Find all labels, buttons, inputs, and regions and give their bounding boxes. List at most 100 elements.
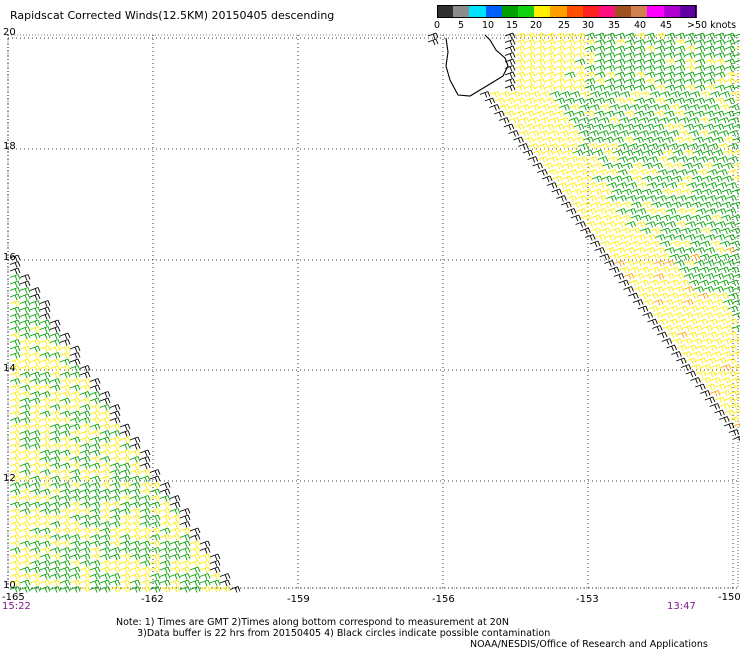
wind-barb xyxy=(687,318,698,326)
wind-barb xyxy=(722,312,734,319)
wind-barb xyxy=(607,169,618,176)
wind-barb xyxy=(698,117,710,124)
wind-barb xyxy=(484,97,496,105)
wind-barb xyxy=(735,384,740,388)
wind-barb xyxy=(39,547,51,554)
wind-barb xyxy=(574,78,586,85)
wind-barb xyxy=(159,534,171,541)
wind-barb xyxy=(9,306,21,314)
wind-barb xyxy=(119,423,131,431)
wind-barb xyxy=(9,293,21,301)
wind-barb xyxy=(59,423,71,431)
wind-barb xyxy=(605,221,617,228)
wind-barb xyxy=(642,149,654,157)
wind-barb xyxy=(159,482,171,489)
wind-barb xyxy=(657,143,669,150)
wind-barb xyxy=(595,221,607,228)
wind-barb xyxy=(427,32,439,40)
wind-barb xyxy=(703,123,715,131)
wind-barb xyxy=(69,540,81,548)
wind-barb xyxy=(710,227,721,235)
wind-barb xyxy=(684,45,696,53)
wind-barb xyxy=(119,488,131,496)
wind-barb xyxy=(684,71,696,79)
wind-barb xyxy=(701,201,712,209)
wind-barb xyxy=(717,169,728,176)
wind-barb xyxy=(646,182,658,189)
wind-barb xyxy=(514,71,526,79)
wind-barb xyxy=(644,78,656,85)
wind-barb xyxy=(19,514,31,522)
wind-barb xyxy=(29,547,41,554)
wind-barb xyxy=(494,97,506,105)
wind-barb xyxy=(139,462,151,470)
wind-barb xyxy=(527,143,539,150)
wind-barb xyxy=(19,397,31,405)
wind-barb xyxy=(706,195,717,202)
wind-barb xyxy=(9,267,21,275)
wind-barb xyxy=(119,579,131,587)
wind-barb xyxy=(504,78,516,85)
wind-barb xyxy=(696,344,707,352)
wind-barb xyxy=(705,357,717,365)
wind-barb xyxy=(578,117,590,124)
wind-barb xyxy=(557,156,569,163)
wind-barb xyxy=(609,91,621,98)
wind-barb xyxy=(717,318,728,326)
wind-barb xyxy=(709,253,720,261)
wind-barb xyxy=(668,292,679,300)
legend-label: 35 xyxy=(608,20,621,31)
wind-barb xyxy=(19,553,31,561)
lon-label-165: -165 xyxy=(2,592,25,603)
wind-barb xyxy=(724,58,736,66)
wind-barb xyxy=(159,579,171,587)
wind-barb xyxy=(692,325,703,332)
wind-barb xyxy=(634,84,646,92)
wind-barb xyxy=(608,130,619,137)
wind-barb xyxy=(603,136,614,144)
wind-barb xyxy=(552,162,563,170)
wind-barb xyxy=(9,521,21,528)
wind-barb xyxy=(685,234,696,241)
wind-barb xyxy=(504,65,516,72)
wind-barb xyxy=(689,253,700,261)
wind-barb xyxy=(565,208,577,215)
wind-barb xyxy=(551,188,563,196)
wind-barb xyxy=(635,221,647,228)
legend-label: 5 xyxy=(458,20,465,31)
wind-barb xyxy=(712,149,724,157)
wind-barb xyxy=(129,475,141,483)
wind-barb xyxy=(109,514,121,522)
wind-barb xyxy=(642,299,654,306)
wind-barb xyxy=(149,521,161,528)
wind-barb xyxy=(513,136,524,144)
wind-barb xyxy=(677,305,689,313)
wind-barb xyxy=(707,305,719,313)
wind-barb xyxy=(676,331,688,339)
wind-barb xyxy=(715,208,727,215)
wind-barb xyxy=(129,560,141,567)
wind-barb xyxy=(554,52,566,59)
wind-barb xyxy=(119,553,131,561)
wind-barb xyxy=(719,403,731,410)
wind-barb xyxy=(79,501,91,509)
wind-barb xyxy=(39,326,51,333)
wind-barb xyxy=(149,547,161,554)
wind-barb xyxy=(49,430,61,437)
wind-barb xyxy=(638,130,649,137)
wind-barb xyxy=(653,123,665,131)
wind-barb xyxy=(179,527,191,535)
wind-barb xyxy=(691,201,702,209)
legend-swatch xyxy=(469,5,487,18)
wind-barb xyxy=(139,475,151,483)
legend-swatch xyxy=(437,5,454,18)
wind-barb xyxy=(99,397,111,405)
wind-barb xyxy=(567,143,579,150)
wind-barb xyxy=(39,527,51,535)
wind-barb xyxy=(571,175,583,183)
wind-barb xyxy=(651,201,662,209)
legend-label: 45 xyxy=(660,20,673,31)
wind-barb xyxy=(179,553,191,561)
wind-barb xyxy=(9,274,21,281)
wind-barb xyxy=(584,84,596,92)
